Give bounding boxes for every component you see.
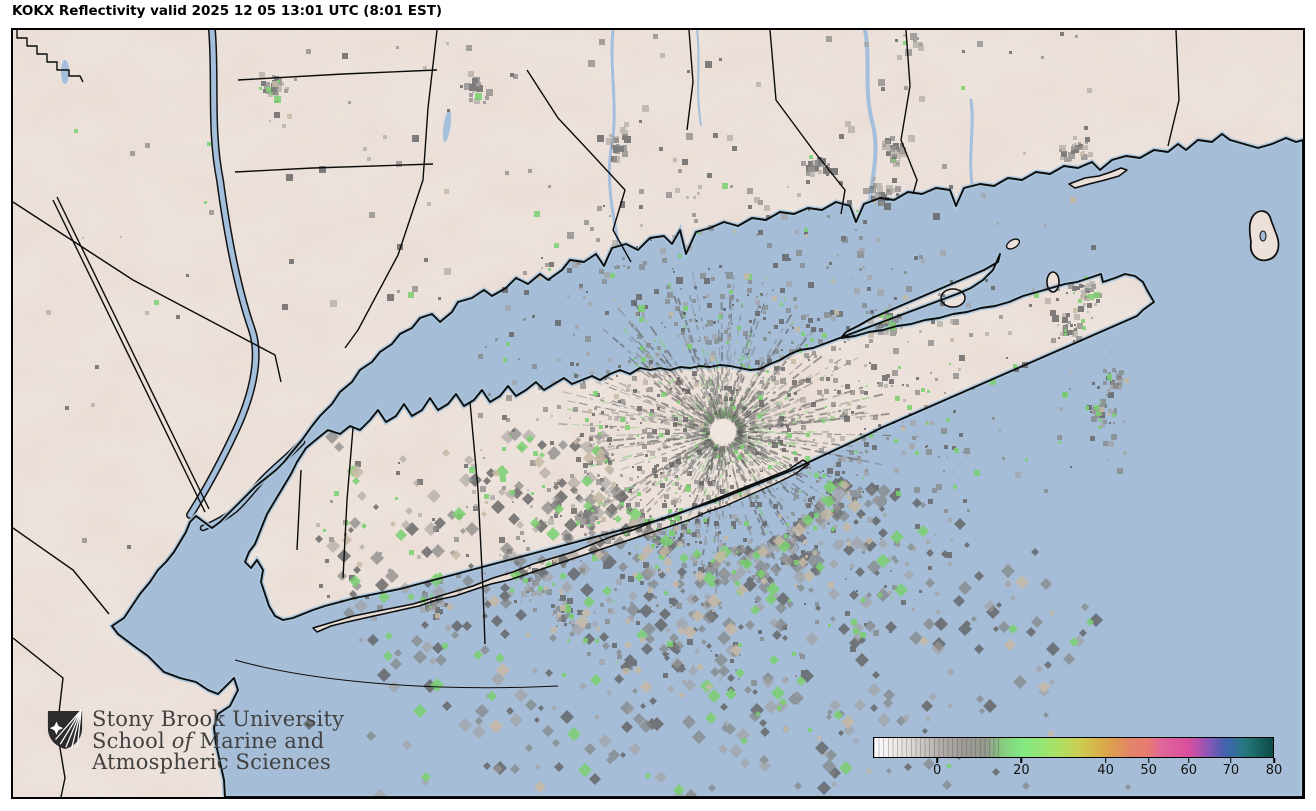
reflectivity-colorbar: 0 20 40 50 60 70 80 [873, 737, 1282, 784]
colorbar-tick-label: 50 [1140, 763, 1157, 778]
coastline-layer [111, 133, 1303, 797]
colorbar-tick-label: 20 [1013, 763, 1030, 778]
block-island-pond [1259, 230, 1267, 242]
colorbar-gradient [873, 737, 1274, 758]
candlewood-lake [442, 110, 452, 142]
radar-speckle-echoes [65, 32, 1121, 795]
logo-text: Stony Brook University School of Marine … [92, 707, 345, 774]
colorbar-tick-label: 70 [1222, 763, 1240, 778]
radar-map: 0 20 40 50 60 70 80 Stony Brook University Sch… [11, 28, 1305, 799]
radar-echo-layer [46, 32, 1131, 797]
colorbar-tick-label: 0 [933, 763, 942, 778]
colorbar-ticks: 0 20 40 50 60 70 80 [873, 758, 1282, 784]
border-dutchess-putnam [237, 69, 438, 81]
logo-line-1: Stony Brook University [92, 707, 345, 731]
radar-spoke-echoes [558, 294, 892, 549]
colorbar-tick-label: 80 [1265, 763, 1283, 778]
colorbar-bin-lines [874, 738, 1002, 757]
border-litchfield [686, 30, 694, 131]
border-putnam-westchester [234, 163, 434, 173]
colorbar-tick [936, 758, 938, 763]
colorbar-tick [1273, 758, 1275, 763]
border-ct-ri [1167, 30, 1180, 147]
colorbar-tick [1230, 758, 1232, 763]
map-svg [13, 30, 1303, 797]
border-orange-rockland [13, 201, 282, 383]
border-ny-ct [344, 30, 438, 349]
radar-site-kokx [711, 420, 735, 444]
border-zigzag [16, 30, 84, 83]
colorbar-tick [1104, 758, 1107, 763]
quinnipiac-river [696, 30, 702, 126]
logo-line-2: School of Marine and [92, 728, 325, 753]
sbu-shield-icon [47, 709, 83, 749]
colorbar-tick-label: 60 [1180, 763, 1198, 778]
colorbar-tick [1020, 758, 1023, 763]
colorbar-tick-label: 40 [1097, 763, 1114, 778]
housatonic-river [607, 30, 625, 272]
shield-star [49, 721, 64, 735]
border-newhaven-hartford [769, 30, 846, 215]
border-nassau-suffolk [469, 401, 486, 645]
border-fairfield-newhaven [526, 69, 632, 263]
channel-line [234, 659, 559, 689]
radar-speckle-echoes [82, 33, 1131, 797]
page-title: KOKX Reflectivity valid 2025 12 05 13:01… [12, 3, 443, 19]
colorbar-tick [1147, 758, 1150, 763]
stony-brook-logo: Stony Brook University School of Marine … [46, 707, 345, 774]
thames-river [969, 98, 975, 192]
border-nj-ny [52, 199, 206, 513]
border-nj-inner-1 [13, 527, 110, 615]
logo-line-3: Atmospheric Sciences [92, 750, 331, 774]
border-brooklyn-queens [296, 469, 302, 551]
colorbar-tick [1188, 758, 1190, 763]
border-middlesex-newlondon [900, 30, 918, 195]
border-queens-nassau [342, 427, 354, 579]
border-layer [13, 30, 1180, 797]
pond [61, 60, 69, 84]
